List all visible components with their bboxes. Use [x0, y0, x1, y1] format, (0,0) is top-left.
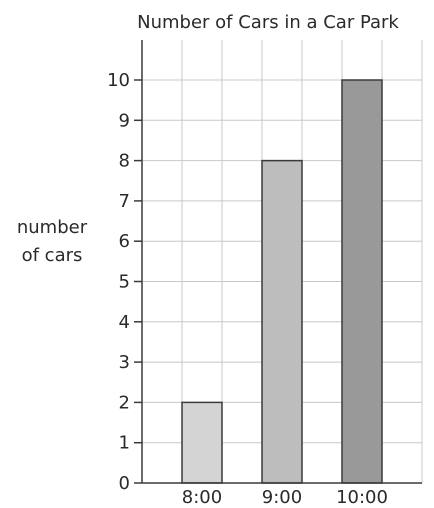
y-axis-label-line-1: number	[17, 217, 88, 238]
y-axis-label-line-2: of cars	[22, 245, 83, 266]
x-tick-label: 8:00	[182, 487, 222, 508]
y-tick-label: 4	[119, 312, 130, 333]
chart-title: Number of Cars in a Car Park	[137, 12, 399, 33]
x-tick-label: 10:00	[336, 487, 388, 508]
bar-900	[261, 159, 303, 484]
x-tick-label: 9:00	[262, 487, 302, 508]
y-tick-label: 7	[119, 191, 130, 212]
y-tick-label: 1	[119, 433, 130, 454]
bars	[181, 79, 383, 484]
y-tick-label: 8	[119, 151, 130, 172]
y-tick-label: 3	[119, 352, 130, 373]
axes	[141, 40, 422, 484]
y-tick-label: 2	[119, 392, 130, 413]
bar-1000	[341, 79, 383, 484]
y-tick-label: 10	[107, 70, 130, 91]
y-tick-label: 5	[119, 272, 130, 293]
y-tick-label: 6	[119, 231, 130, 252]
x-ticks: 8:00 9:00 10:00	[182, 487, 388, 508]
y-tick-label: 0	[119, 473, 130, 494]
y-tick-label: 9	[119, 110, 130, 131]
bar-800	[181, 401, 223, 484]
y-ticks: 0 1 2 3 4 5 6 7 8 9 10	[107, 70, 142, 494]
